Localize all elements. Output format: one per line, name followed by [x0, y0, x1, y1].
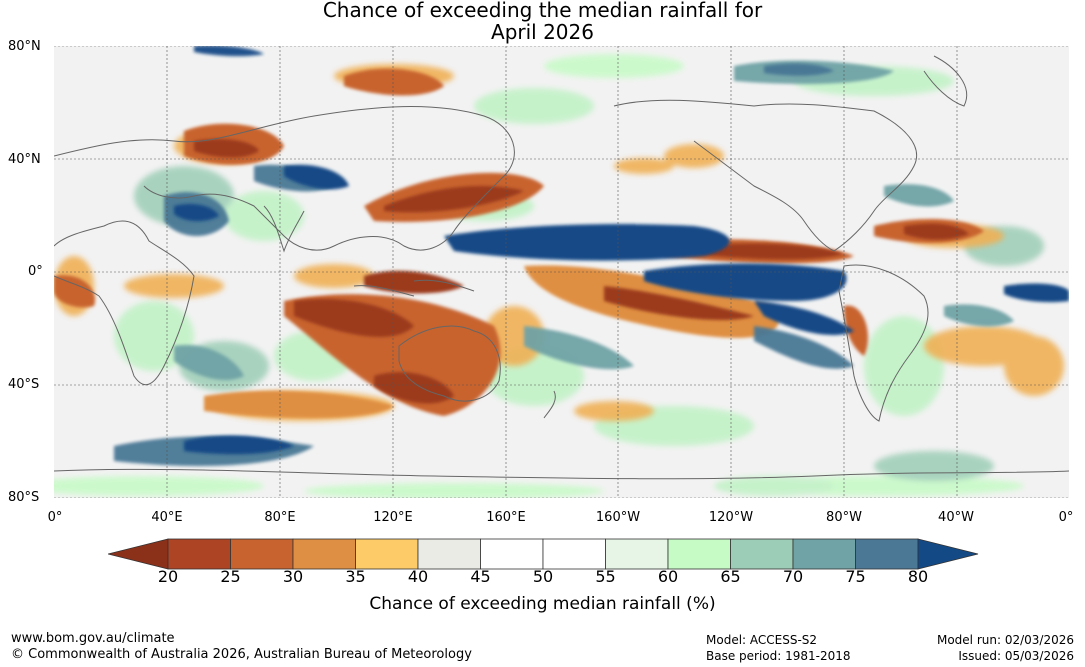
colorbar-cell: [667, 538, 731, 570]
colorbar-cell: [355, 538, 419, 570]
colorbar-cell: [230, 538, 294, 570]
colorbar-tick-label: 50: [532, 567, 554, 586]
lat-label-40n: 40°N: [8, 152, 41, 167]
colorbar: [108, 538, 979, 570]
wet-strong-regions: [174, 63, 1069, 455]
lon-label-120e: 120°E: [373, 510, 413, 525]
colorbar-cell: [480, 538, 544, 570]
map-title-month: April 2026: [491, 20, 594, 44]
rainfall-map: [54, 46, 1069, 498]
lon-label-80w: 80°W: [826, 510, 862, 525]
colorbar-cell: [417, 538, 481, 570]
colorbar-tick-label: 20: [157, 567, 179, 586]
colorbar-tick-label: 75: [845, 567, 866, 586]
lat-label-80n: 80°N: [8, 39, 41, 54]
lon-label-0-right: 0°: [1058, 510, 1074, 525]
colorbar-tick-label: 55: [595, 567, 616, 586]
colorbar-tick-label: 25: [220, 567, 241, 586]
footer-model: Model: ACCESS-S2: [706, 633, 818, 647]
lon-label-80e: 80°E: [264, 510, 296, 525]
lat-label-80s: 80°S: [8, 490, 40, 505]
colorbar-cell: [792, 538, 856, 570]
colorbar-label: Chance of exceeding median rainfall (%): [369, 594, 716, 614]
colorbar-tick-label: 80: [907, 567, 929, 586]
footer-issued: Issued: 05/03/2026: [958, 649, 1074, 663]
colorbar-high-extend: [917, 538, 979, 570]
colorbar-tick-label: 70: [782, 567, 804, 586]
lat-label-40s: 40°S: [8, 377, 40, 392]
footer-copyright: © Commonwealth of Australia 2026, Austra…: [11, 647, 472, 662]
colorbar-cell: [605, 538, 669, 570]
lon-label-40w: 40°W: [938, 510, 974, 525]
lon-label-120w: 120°W: [708, 510, 754, 525]
coastlines: [54, 55, 1069, 480]
lon-label-0: 0°: [47, 510, 63, 525]
colorbar-cell: [855, 538, 919, 570]
colorbar-cell: [542, 538, 606, 570]
colorbar-tick-label: 65: [720, 567, 741, 586]
lat-label-equator: 0°: [28, 264, 43, 279]
footer-url[interactable]: www.bom.gov.au/climate: [11, 631, 175, 646]
map-title: Chance of exceeding the median rainfall …: [322, 0, 763, 22]
footer-model-run: Model run: 02/03/2026: [936, 633, 1074, 647]
colorbar-cell: [730, 538, 794, 570]
colorbar-tick-label: 45: [470, 567, 491, 586]
colorbar-cell: [167, 538, 231, 570]
dry-strong-regions: [194, 139, 969, 404]
lon-label-160w: 160°W: [595, 510, 641, 525]
colorbar-tick-label: 35: [345, 567, 366, 586]
colorbar-tick-label: 60: [657, 567, 679, 586]
lon-label-40e: 40°E: [151, 510, 183, 525]
rainfall-map-svg: [54, 46, 1069, 498]
colorbar-tick-label: 40: [407, 567, 429, 586]
colorbar-cell: [292, 538, 356, 570]
colorbar-low-extend: [108, 538, 169, 570]
lon-label-160e: 160°E: [486, 510, 526, 525]
colorbar-tick-label: 30: [282, 567, 304, 586]
graticule: [54, 46, 1069, 498]
footer-base-period: Base period: 1981-2018: [706, 649, 851, 663]
